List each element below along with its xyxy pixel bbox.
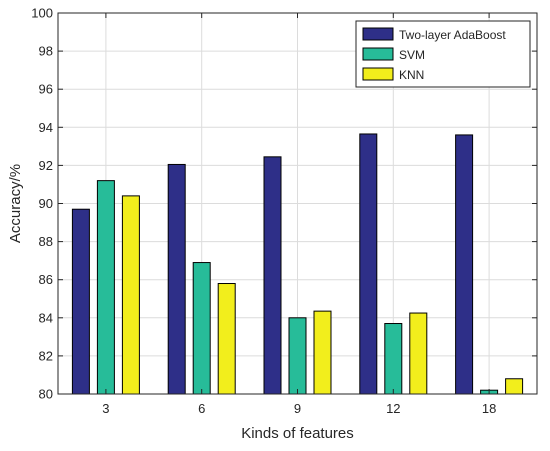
x-tick-label: 18 bbox=[482, 401, 496, 416]
y-tick-label: 82 bbox=[39, 348, 53, 363]
legend-label: SVM bbox=[399, 48, 425, 62]
bar bbox=[96, 180, 115, 395]
bar bbox=[217, 283, 236, 395]
legend: Two-layer AdaBoost SVM KNN bbox=[355, 20, 531, 88]
legend-swatch bbox=[362, 47, 394, 61]
bar bbox=[288, 317, 307, 395]
bar bbox=[167, 163, 186, 395]
x-tick-label: 3 bbox=[102, 401, 109, 416]
y-tick-label: 98 bbox=[39, 44, 53, 59]
y-tick-label: 100 bbox=[31, 6, 53, 21]
legend-swatch bbox=[362, 27, 394, 41]
bar bbox=[455, 134, 474, 395]
bar bbox=[313, 310, 332, 395]
y-tick-label: 92 bbox=[39, 158, 53, 173]
y-tick-label: 80 bbox=[39, 387, 53, 402]
y-tick-label: 94 bbox=[39, 120, 53, 135]
x-axis-label: Kinds of features bbox=[241, 425, 354, 442]
x-tick-label: 12 bbox=[386, 401, 400, 416]
bar bbox=[409, 312, 428, 395]
x-tick-label: 6 bbox=[198, 401, 205, 416]
axis-ticks: 80 82 84 86 88 90 92 94 96 98 100 3 6 9 12 18 bbox=[31, 6, 537, 416]
bar bbox=[505, 378, 524, 395]
y-tick-label: 86 bbox=[39, 272, 53, 287]
legend-label: Two-layer AdaBoost bbox=[399, 28, 506, 42]
legend-swatch bbox=[362, 67, 394, 81]
y-tick-label: 84 bbox=[39, 310, 53, 325]
bar bbox=[71, 208, 90, 395]
bar bbox=[121, 195, 140, 395]
y-axis-label: Accuracy/% bbox=[7, 164, 24, 243]
bar bbox=[384, 323, 403, 395]
legend-label: KNN bbox=[399, 68, 424, 82]
bars bbox=[71, 133, 524, 395]
x-tick-label: 9 bbox=[294, 401, 301, 416]
bar bbox=[192, 262, 211, 395]
y-tick-label: 88 bbox=[39, 234, 53, 249]
y-tick-label: 96 bbox=[39, 82, 53, 97]
bar bbox=[359, 133, 378, 395]
bar bbox=[263, 156, 282, 395]
y-tick-label: 90 bbox=[39, 196, 53, 211]
